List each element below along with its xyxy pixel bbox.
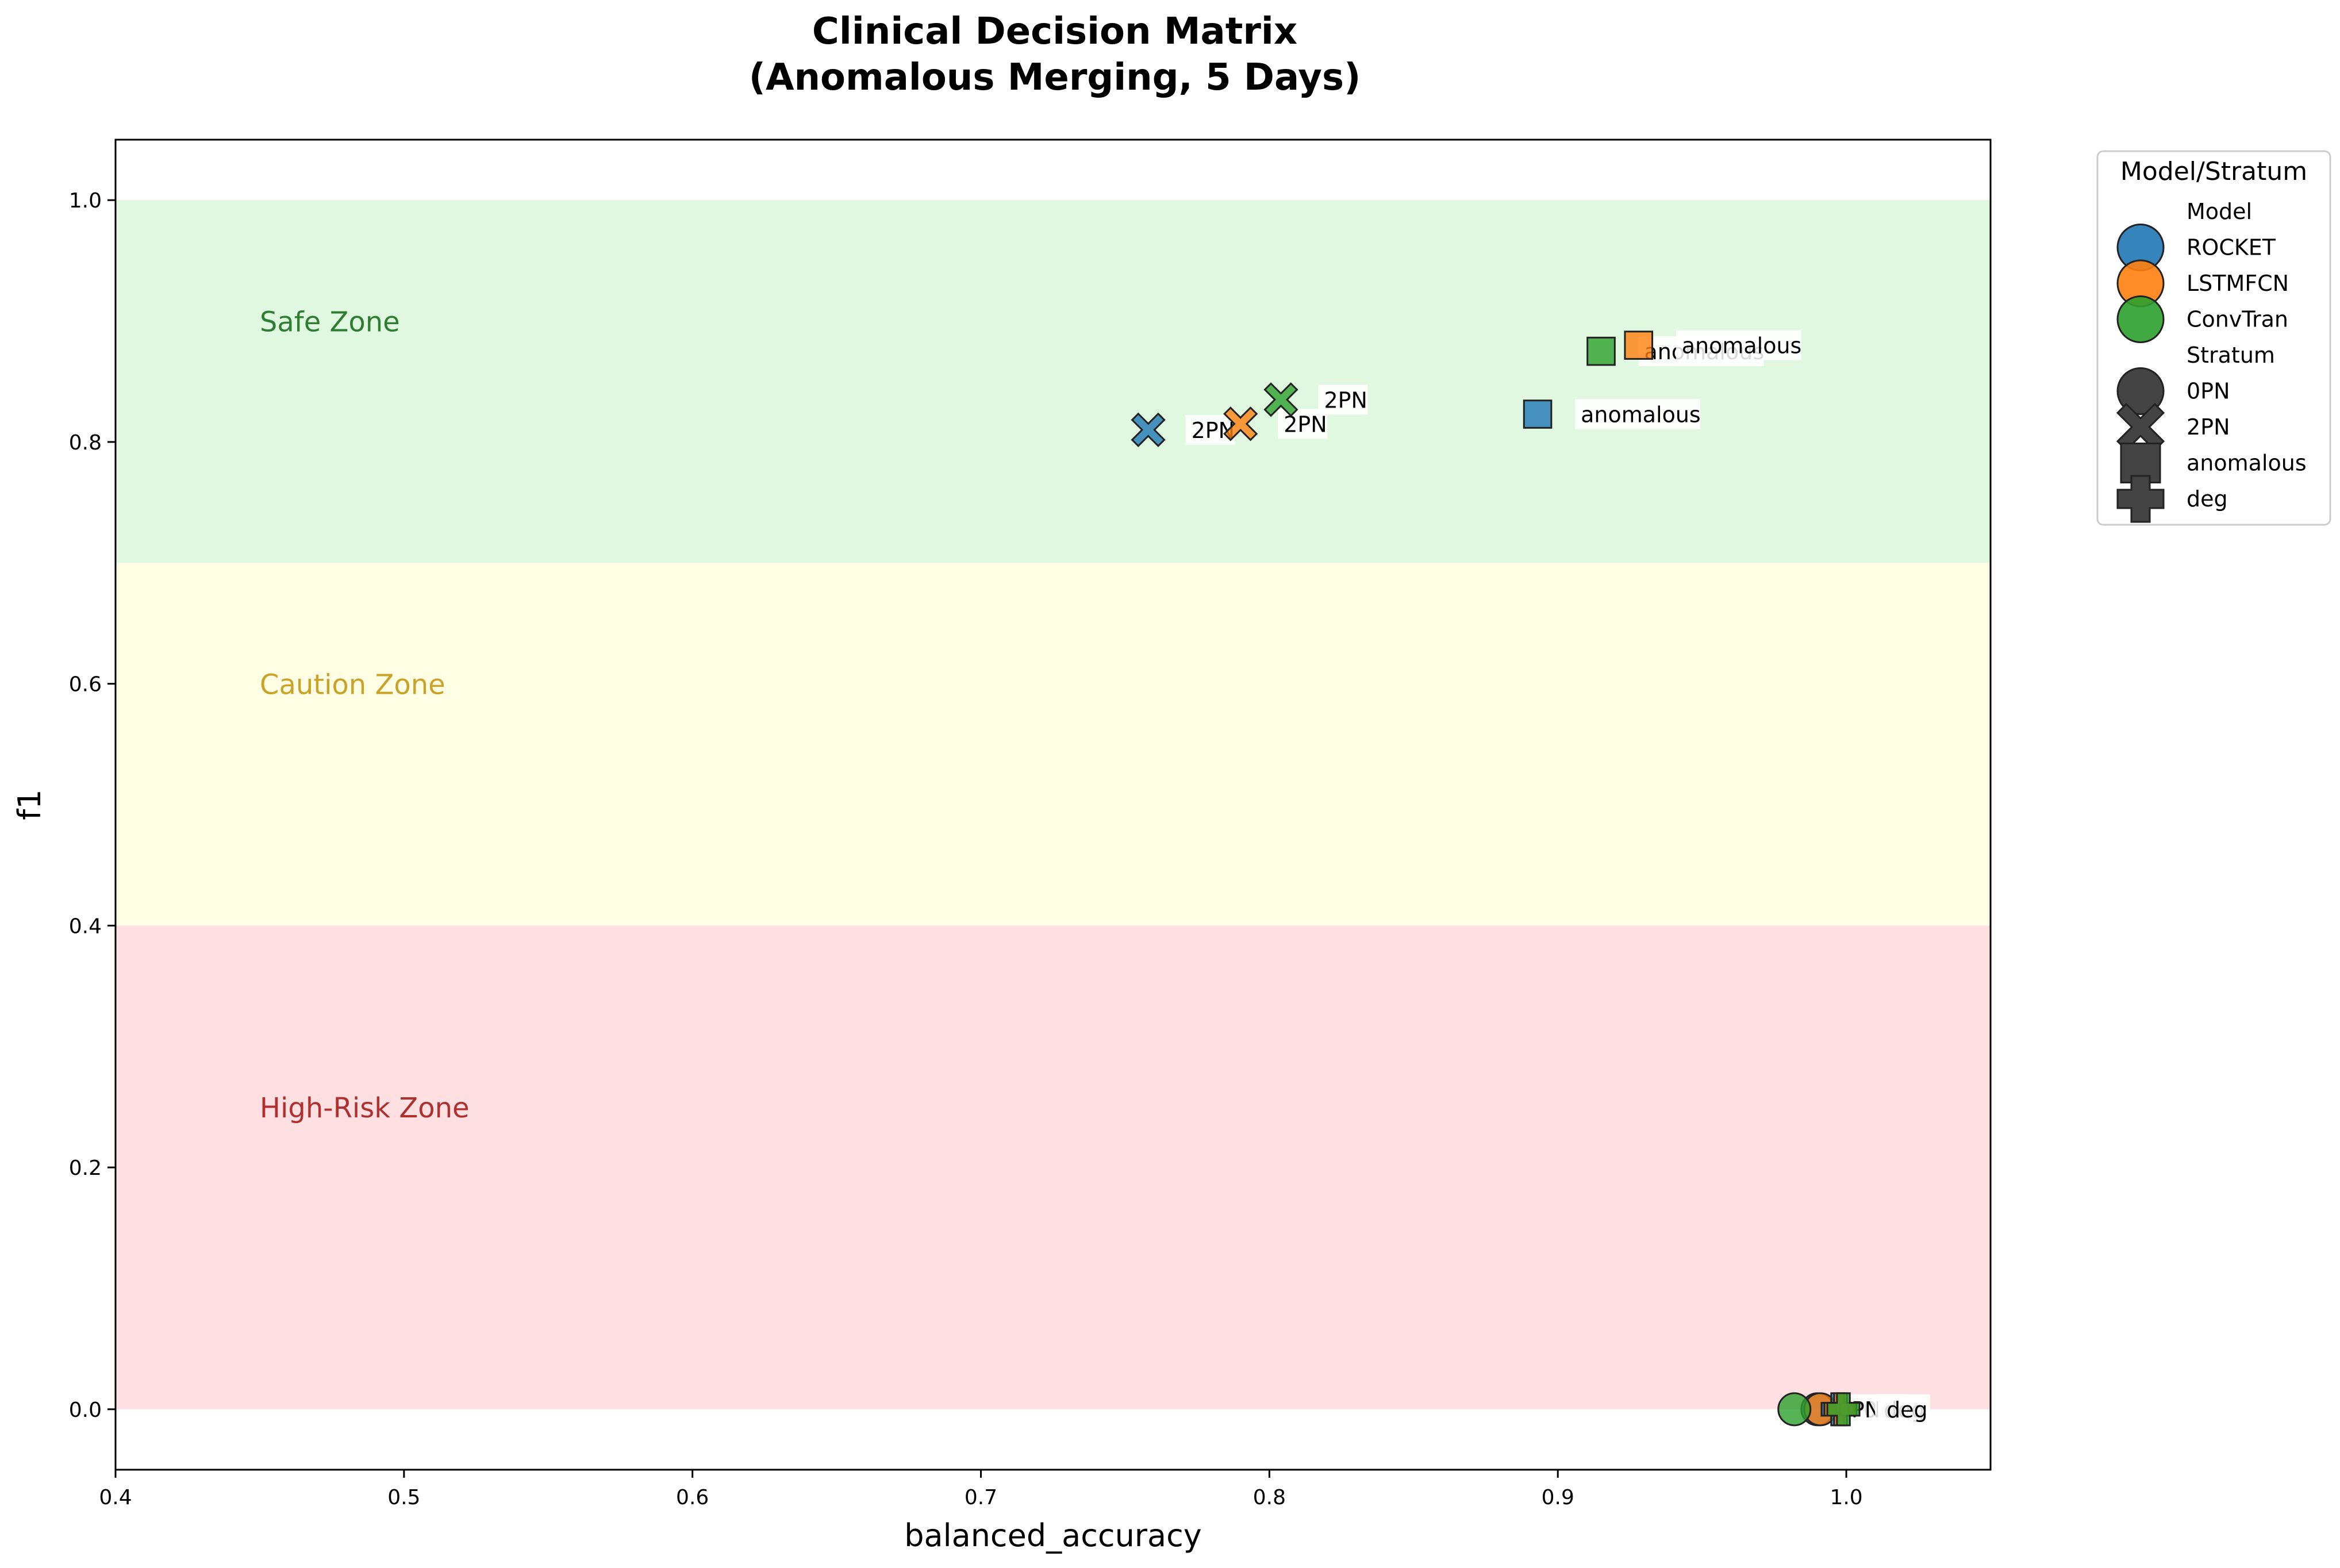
data-point: [1523, 399, 1553, 429]
zone-label: High-Risk Zone: [260, 1092, 470, 1124]
data-point: [1223, 406, 1258, 441]
legend-stratum-header: Stratum: [2187, 343, 2275, 368]
x-axis-label: balanced_accuracy: [904, 1517, 1202, 1554]
y-tick-label: 1.0: [69, 189, 102, 213]
zone-band: [116, 200, 1991, 563]
y-axis-label: f1: [11, 789, 48, 820]
point-label-box: [1575, 399, 1701, 429]
y-tick-label: 0.6: [69, 673, 102, 697]
legend-model-label: ConvTran: [2187, 307, 2288, 332]
zone-band: [116, 925, 1991, 1409]
point-label: 2PN: [1324, 387, 1367, 413]
point-label: anomalous: [1581, 402, 1701, 428]
y-tick-label: 0.8: [69, 431, 102, 455]
data-point: [1131, 412, 1166, 447]
x-tick-label: 0.7: [965, 1486, 997, 1509]
data-point: [1263, 382, 1298, 417]
zone-layer: Safe Zone Caution Zone High-Risk Zone: [116, 200, 1991, 1409]
legend-stratum-swatch: [2116, 475, 2165, 523]
legend-stratum-label: deg: [2187, 486, 2228, 512]
point-label-box: [1185, 414, 1235, 445]
y-tick-label: 0.4: [69, 914, 102, 938]
x-tick-label: 0.8: [1253, 1486, 1286, 1509]
legend-model-label: LSTMFCN: [2187, 271, 2289, 296]
x-tick-label: 0.9: [1542, 1486, 1574, 1509]
point-label-box: [1676, 330, 1801, 360]
legend-model-swatch: [2116, 295, 2165, 343]
legend-model-header: Model: [2187, 199, 2252, 224]
x-tick-label: 0.5: [387, 1486, 420, 1509]
x-tick-label: 0.6: [676, 1486, 709, 1509]
point-label: deg: [1886, 1397, 1928, 1423]
chart-subtitle: (Anomalous Merging, 5 Days): [749, 56, 1361, 99]
zone-band: [116, 563, 1991, 926]
point-label-box: [1881, 1394, 1931, 1424]
data-point: [1777, 1392, 1812, 1427]
point-label: anomalous: [1682, 333, 1802, 359]
x-axis-ticks: 0.4 0.5 0.6 0.7 0.8 0.9 1.0: [99, 1470, 1863, 1509]
legend-stratum-label: anomalous: [2187, 451, 2307, 476]
y-tick-label: 0.0: [69, 1398, 102, 1422]
legend-stratum-label: 0PN: [2187, 379, 2230, 404]
zone-label: Caution Zone: [260, 669, 445, 701]
x-tick-label: 1.0: [1830, 1486, 1862, 1509]
legend: Model/Stratum Model ROCKET LSTMFCN ConvTran S…: [2096, 150, 2331, 526]
chart-title: Clinical Decision Matrix: [812, 10, 1297, 53]
point-label-box: [1318, 385, 1368, 415]
legend-model-label: ROCKET: [2187, 235, 2276, 260]
data-point: [1586, 336, 1616, 366]
plot-frame: [114, 139, 1992, 1471]
x-tick-label: 0.4: [99, 1486, 132, 1509]
y-axis-ticks: 0.0 0.2 0.4 0.6 0.8 1.0: [69, 189, 116, 1422]
y-tick-label: 0.2: [69, 1156, 102, 1180]
zone-label: Safe Zone: [260, 306, 400, 339]
point-layer: [1131, 330, 1861, 1427]
data-point: [1624, 330, 1654, 360]
legend-stratum-swatch: [2116, 367, 2165, 415]
legend-title: Model/Stratum: [2120, 157, 2307, 186]
data-point: [1826, 1392, 1861, 1427]
legend-stratum-label: 2PN: [2187, 414, 2230, 440]
